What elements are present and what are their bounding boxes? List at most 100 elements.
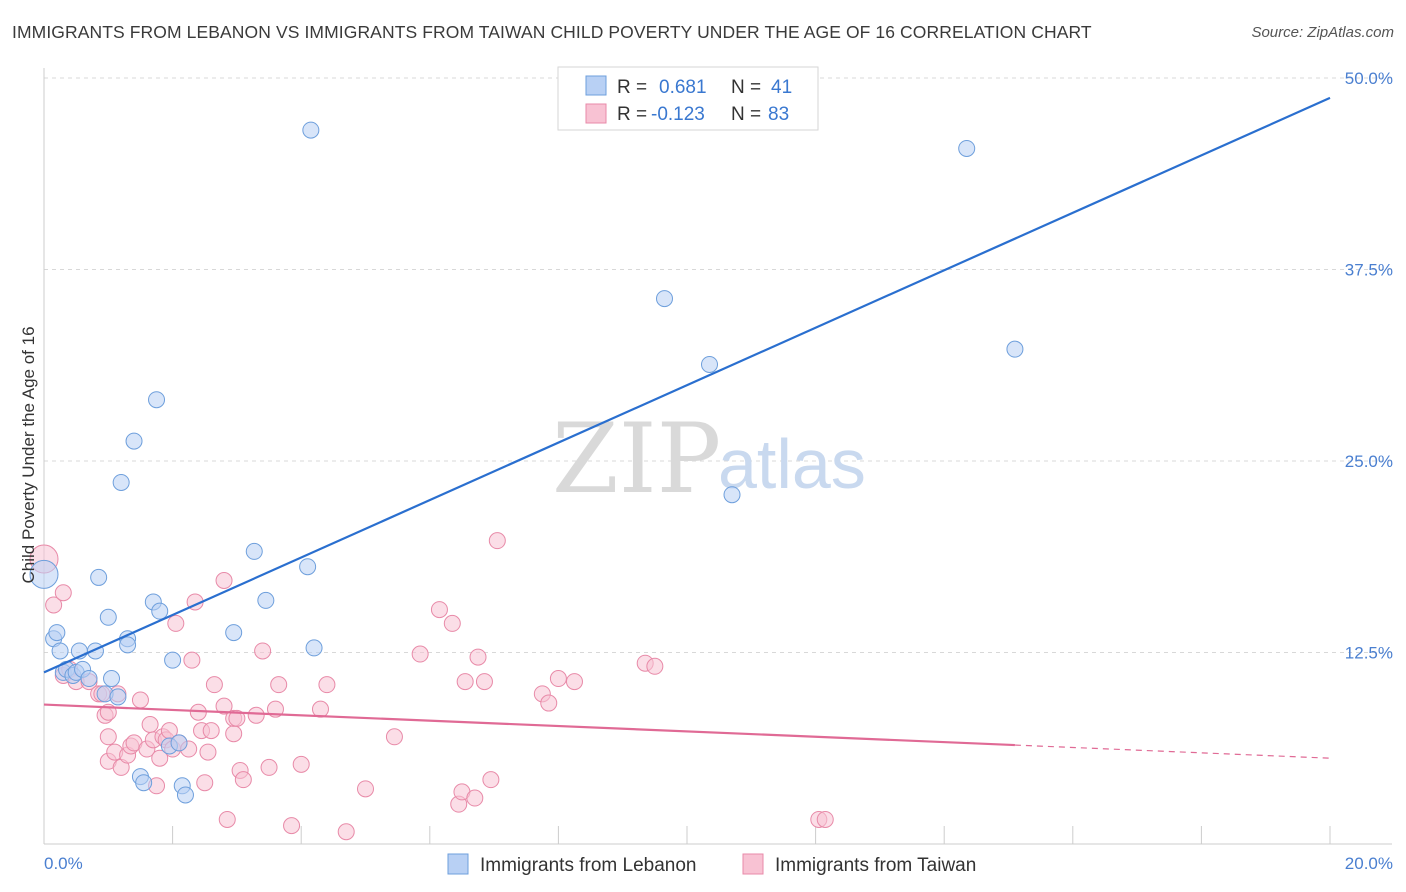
x-tick-labels: 0.0% 20.0%: [44, 854, 1393, 873]
legend-n-label-lebanon: N =: [731, 77, 761, 98]
lebanon-point: [119, 636, 137, 654]
trend-line-taiwan: [43, 703, 1015, 747]
lebanon-point: [51, 642, 69, 660]
lebanon-point: [958, 139, 976, 157]
x-tick-label: 0.0%: [44, 854, 83, 873]
lebanon-point: [103, 670, 121, 688]
taiwan-point: [254, 642, 272, 660]
taiwan-point: [456, 673, 474, 691]
lebanon-point: [125, 432, 143, 450]
taiwan-point: [54, 584, 72, 602]
taiwan-point: [646, 657, 664, 675]
taiwan-point: [215, 697, 233, 715]
lebanon-point: [170, 734, 188, 752]
legend-n-value-taiwan: 83: [768, 104, 789, 125]
legend-r-label-lebanon: R =: [617, 77, 647, 98]
lebanon-point: [29, 559, 59, 589]
legend-n-value-lebanon: 41: [771, 77, 792, 98]
taiwan-point: [411, 645, 429, 663]
axes: [43, 68, 1392, 845]
taiwan-point: [199, 743, 217, 761]
y-tick-label: 12.5%: [1345, 644, 1393, 663]
series-legend: Immigrants from Lebanon Immigrants from …: [447, 853, 976, 876]
taiwan-point: [469, 648, 487, 666]
lebanon-point: [80, 670, 98, 688]
legend-n-label-taiwan: N =: [731, 104, 761, 125]
bottom-legend-label-taiwan: Immigrants from Taiwan: [775, 855, 976, 876]
legend-swatch-lebanon: [585, 75, 607, 96]
legend-r-value-lebanon: 0.681: [659, 77, 707, 98]
taiwan-point: [99, 728, 117, 746]
taiwan-point: [430, 601, 448, 619]
source-label: Source: ZipAtlas.com: [1251, 24, 1394, 41]
y-axis-label: Child Poverty Under the Age of 16: [19, 326, 38, 583]
taiwan-point: [565, 673, 583, 691]
lebanon-point: [1006, 340, 1024, 358]
trend-line-lebanon: [43, 96, 1331, 674]
lebanon-point: [99, 608, 117, 626]
legend-r-value-taiwan: -0.123: [651, 104, 705, 125]
grid-lines: [44, 77, 1392, 653]
taiwan-point: [475, 673, 493, 691]
taiwan-point: [549, 670, 567, 688]
lebanon-point: [176, 786, 194, 804]
taiwan-point: [183, 651, 201, 669]
watermark-zip: ZIP: [552, 403, 721, 515]
legend-swatch-taiwan: [585, 103, 607, 124]
lebanon-point: [112, 473, 130, 491]
taiwan-point: [131, 691, 149, 709]
lebanon-point: [299, 558, 317, 576]
lebanon-point: [655, 290, 673, 308]
taiwan-point: [488, 532, 506, 550]
watermark: ZIP atlas: [552, 403, 866, 515]
taiwan-point: [228, 709, 246, 727]
taiwan-point: [270, 676, 288, 694]
taiwan-point: [466, 789, 484, 807]
lebanon-point: [90, 568, 108, 586]
taiwan-point: [357, 780, 374, 798]
bottom-legend-swatch-lebanon: [447, 853, 469, 875]
taiwan-point: [443, 614, 461, 632]
taiwan-point: [385, 728, 403, 746]
series-lebanon-points: [29, 121, 1024, 804]
trend-lines: [43, 96, 1331, 759]
lebanon-point: [109, 688, 127, 706]
taiwan-point: [816, 810, 834, 828]
x-tick-label: 20.0%: [1345, 854, 1393, 873]
lebanon-point: [302, 121, 320, 139]
taiwan-point: [167, 614, 185, 632]
taiwan-point: [218, 810, 236, 828]
taiwan-point: [247, 706, 265, 724]
taiwan-point: [283, 817, 301, 835]
y-tick-label: 50.0%: [1345, 69, 1393, 88]
correlation-legend: R = 0.681 N = 41 R = -0.123 N = 83: [557, 66, 819, 131]
taiwan-point: [151, 749, 169, 767]
lebanon-point: [257, 591, 275, 609]
taiwan-point: [141, 716, 159, 734]
taiwan-point: [205, 676, 223, 694]
lebanon-point: [305, 639, 323, 657]
y-tick-label: 25.0%: [1345, 452, 1393, 471]
taiwan-point: [292, 755, 310, 773]
chart-title: IMMIGRANTS FROM LEBANON VS IMMIGRANTS FR…: [12, 22, 1092, 42]
lebanon-point: [701, 355, 719, 373]
taiwan-point: [202, 722, 220, 740]
taiwan-point: [225, 725, 243, 743]
taiwan-point: [337, 823, 355, 841]
taiwan-point: [260, 758, 278, 776]
taiwan-point: [318, 676, 336, 694]
lebanon-point: [48, 624, 66, 642]
taiwan-point: [45, 596, 63, 614]
trend-line-taiwan-extension: [1014, 744, 1331, 759]
taiwan-point: [234, 771, 252, 789]
bottom-legend-label-lebanon: Immigrants from Lebanon: [480, 855, 697, 876]
taiwan-point: [196, 774, 214, 792]
taiwan-point: [482, 771, 500, 789]
y-tick-labels: 12.5% 25.0% 37.5% 50.0%: [1345, 69, 1393, 663]
taiwan-point: [540, 694, 558, 712]
lebanon-point: [225, 624, 243, 642]
lebanon-point: [148, 391, 166, 409]
y-tick-label: 37.5%: [1345, 261, 1393, 280]
taiwan-point: [215, 571, 233, 589]
